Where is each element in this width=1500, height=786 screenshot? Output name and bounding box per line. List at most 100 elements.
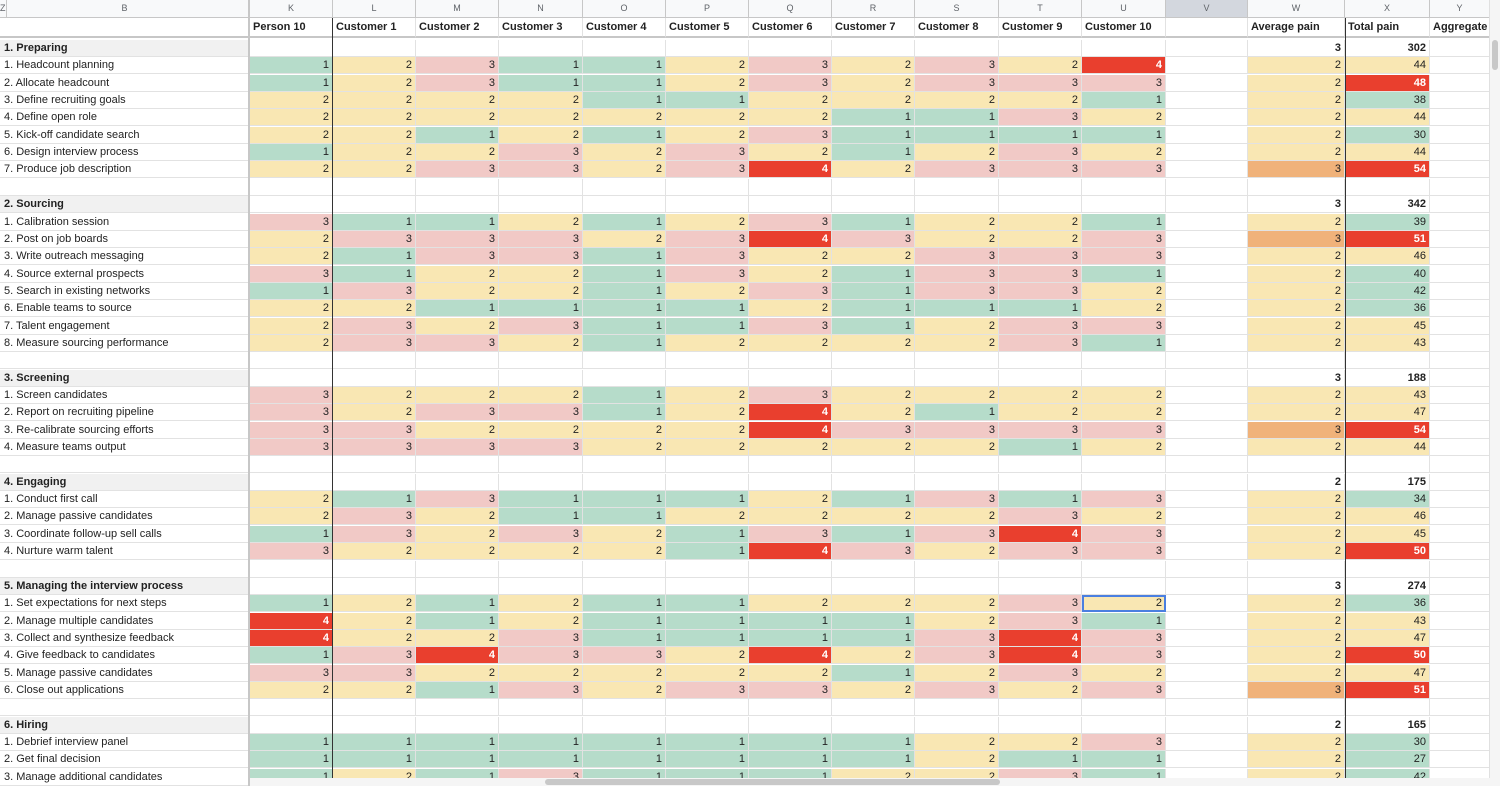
score-cell[interactable]: 3 [499, 629, 583, 647]
score-cell[interactable] [250, 473, 333, 491]
empty-cell[interactable] [1166, 265, 1248, 283]
aggregate-cell[interactable] [1430, 595, 1490, 613]
score-cell[interactable]: 1 [832, 629, 915, 647]
score-cell[interactable] [915, 473, 999, 491]
average-pain-cell[interactable]: 2 [1248, 751, 1345, 769]
score-cell[interactable]: 2 [749, 109, 832, 127]
average-pain-cell[interactable]: 3 [1248, 577, 1345, 595]
empty-cell[interactable] [1166, 681, 1248, 699]
average-pain-cell[interactable] [1248, 456, 1345, 474]
score-cell[interactable]: 1 [250, 595, 333, 613]
score-cell[interactable] [499, 196, 583, 214]
score-cell[interactable]: 3 [749, 57, 832, 75]
header-cell[interactable]: Customer 3 [499, 18, 583, 38]
score-cell[interactable]: 2 [999, 734, 1082, 751]
score-cell[interactable]: 2 [499, 421, 583, 439]
task-label[interactable] [0, 352, 250, 370]
score-cell[interactable]: 3 [999, 161, 1082, 179]
aggregate-cell[interactable] [1430, 178, 1490, 196]
score-cell[interactable]: 3 [666, 681, 749, 699]
score-cell[interactable]: 2 [416, 508, 499, 526]
score-cell[interactable]: 2 [499, 126, 583, 144]
score-cell[interactable]: 2 [1082, 404, 1166, 422]
score-cell[interactable]: 1 [250, 282, 333, 300]
score-cell[interactable]: 2 [832, 508, 915, 526]
aggregate-cell[interactable] [1430, 664, 1490, 682]
average-pain-cell[interactable]: 2 [1248, 317, 1345, 335]
score-cell[interactable]: 3 [333, 421, 416, 439]
score-cell[interactable] [250, 699, 333, 717]
score-cell[interactable]: 2 [832, 161, 915, 179]
average-pain-cell[interactable]: 2 [1248, 334, 1345, 352]
score-cell[interactable]: 1 [1082, 213, 1166, 231]
score-cell[interactable] [749, 473, 832, 491]
task-label[interactable]: 2. Get final decision [0, 751, 250, 769]
score-cell[interactable]: 1 [832, 265, 915, 283]
score-cell[interactable] [749, 699, 832, 717]
empty-cell[interactable] [1166, 577, 1248, 595]
average-pain-cell[interactable]: 3 [1248, 40, 1345, 57]
total-pain-cell[interactable]: 45 [1345, 525, 1430, 543]
score-cell[interactable]: 2 [832, 387, 915, 404]
empty-cell[interactable] [1166, 213, 1248, 231]
score-cell[interactable]: 1 [499, 734, 583, 751]
score-cell[interactable]: 3 [333, 230, 416, 248]
task-label[interactable]: 3. Re-calibrate sourcing efforts [0, 421, 250, 439]
score-cell[interactable]: 1 [749, 734, 832, 751]
score-cell[interactable]: 1 [666, 491, 749, 509]
total-pain-cell[interactable]: 34 [1345, 491, 1430, 509]
score-cell[interactable]: 2 [499, 92, 583, 110]
column-letter-k[interactable]: K [250, 0, 333, 18]
aggregate-cell[interactable] [1430, 508, 1490, 526]
vertical-scrollbar[interactable] [1489, 0, 1500, 786]
column-letter-x[interactable]: X [1345, 0, 1430, 18]
empty-cell[interactable] [1166, 647, 1248, 665]
score-cell[interactable]: 3 [416, 491, 499, 509]
score-cell[interactable]: 1 [583, 387, 666, 404]
score-cell[interactable]: 4 [250, 612, 333, 630]
score-cell[interactable]: 2 [749, 248, 832, 266]
aggregate-cell[interactable] [1430, 525, 1490, 543]
task-label[interactable]: 6. Close out applications [0, 681, 250, 699]
average-pain-cell[interactable]: 2 [1248, 491, 1345, 509]
score-cell[interactable]: 1 [832, 734, 915, 751]
score-cell[interactable]: 2 [666, 213, 749, 231]
score-cell[interactable]: 2 [499, 595, 583, 613]
score-cell[interactable] [999, 577, 1082, 595]
score-cell[interactable] [583, 577, 666, 595]
score-cell[interactable] [250, 560, 333, 578]
score-cell[interactable]: 1 [250, 647, 333, 665]
score-cell[interactable]: 2 [333, 126, 416, 144]
score-cell[interactable]: 1 [832, 751, 915, 769]
score-cell[interactable]: 2 [583, 525, 666, 543]
score-cell[interactable]: 1 [333, 213, 416, 231]
empty-cell[interactable] [1166, 473, 1248, 491]
score-cell[interactable]: 2 [333, 612, 416, 630]
score-cell[interactable] [416, 560, 499, 578]
column-letter-n[interactable]: N [499, 0, 583, 18]
score-cell[interactable]: 2 [583, 421, 666, 439]
total-pain-cell[interactable]: 342 [1345, 196, 1430, 214]
average-pain-cell[interactable] [1248, 178, 1345, 196]
score-cell[interactable]: 3 [499, 681, 583, 699]
score-cell[interactable]: 2 [333, 57, 416, 75]
score-cell[interactable]: 1 [333, 265, 416, 283]
score-cell[interactable]: 1 [1082, 751, 1166, 769]
score-cell[interactable]: 1 [915, 300, 999, 318]
score-cell[interactable]: 4 [749, 230, 832, 248]
score-cell[interactable]: 3 [749, 681, 832, 699]
task-label[interactable] [0, 699, 250, 717]
score-cell[interactable]: 2 [333, 144, 416, 162]
score-cell[interactable]: 1 [832, 317, 915, 335]
aggregate-cell[interactable] [1430, 334, 1490, 352]
header-cell-b[interactable] [0, 18, 250, 38]
aggregate-cell[interactable] [1430, 681, 1490, 699]
score-cell[interactable]: 4 [999, 525, 1082, 543]
score-cell[interactable]: 1 [1082, 612, 1166, 630]
score-cell[interactable]: 2 [1082, 300, 1166, 318]
score-cell[interactable]: 2 [749, 265, 832, 283]
score-cell[interactable]: 1 [666, 734, 749, 751]
score-cell[interactable]: 3 [915, 265, 999, 283]
score-cell[interactable]: 2 [333, 161, 416, 179]
